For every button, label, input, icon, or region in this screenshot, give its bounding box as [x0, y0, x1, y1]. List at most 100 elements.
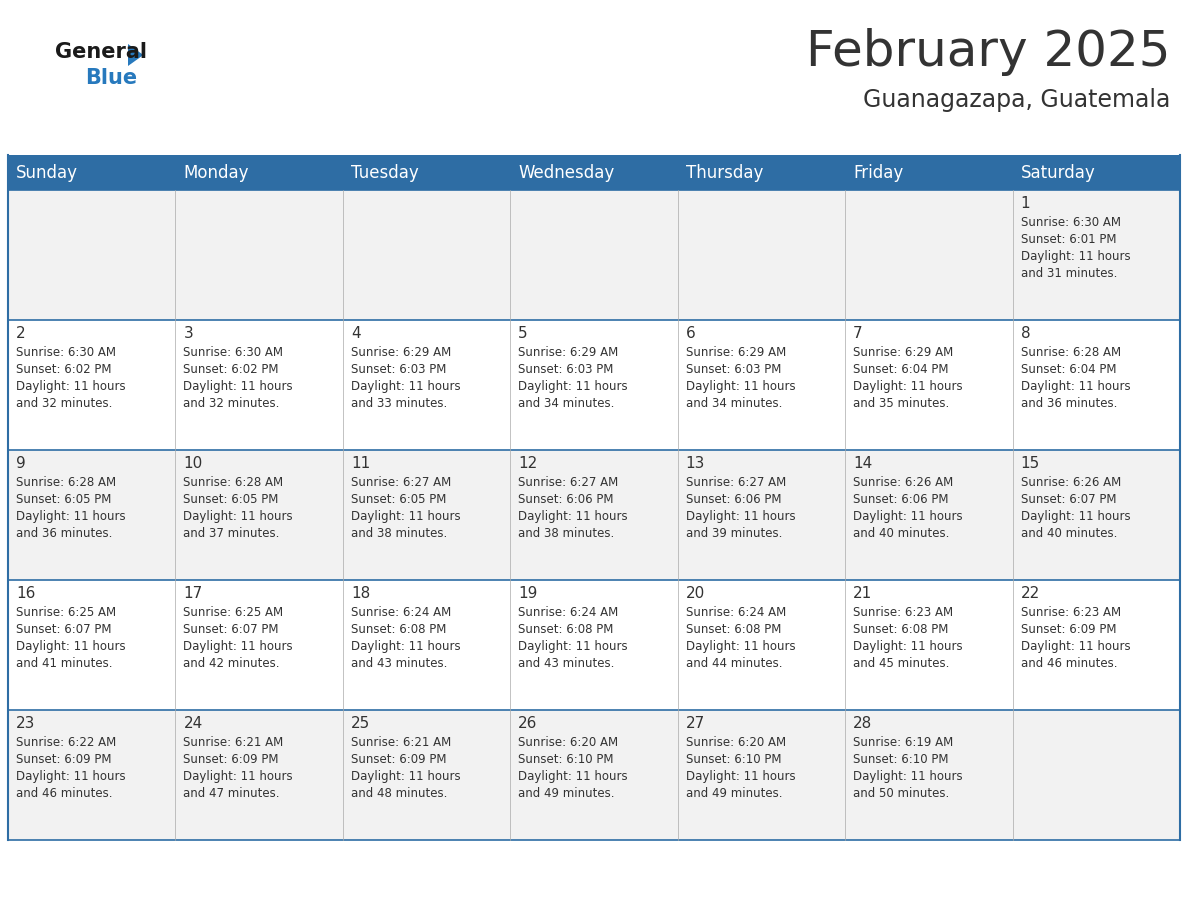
Text: 28: 28 — [853, 716, 872, 731]
Text: Sunrise: 6:27 AM: Sunrise: 6:27 AM — [350, 476, 451, 489]
Text: Daylight: 11 hours: Daylight: 11 hours — [350, 770, 461, 783]
Text: 2: 2 — [15, 326, 26, 341]
Text: and 31 minutes.: and 31 minutes. — [1020, 267, 1117, 280]
Text: 17: 17 — [183, 586, 203, 601]
Text: and 43 minutes.: and 43 minutes. — [350, 657, 447, 670]
Text: 24: 24 — [183, 716, 203, 731]
Text: Sunset: 6:10 PM: Sunset: 6:10 PM — [853, 753, 949, 766]
Text: Daylight: 11 hours: Daylight: 11 hours — [1020, 250, 1130, 263]
Bar — [8, 710, 1180, 840]
Text: Daylight: 11 hours: Daylight: 11 hours — [685, 510, 795, 523]
Text: Daylight: 11 hours: Daylight: 11 hours — [518, 770, 628, 783]
Text: and 50 minutes.: and 50 minutes. — [853, 787, 949, 800]
Text: Sunset: 6:03 PM: Sunset: 6:03 PM — [685, 363, 781, 376]
Text: 16: 16 — [15, 586, 36, 601]
Text: 7: 7 — [853, 326, 862, 341]
Text: Daylight: 11 hours: Daylight: 11 hours — [685, 640, 795, 653]
Text: Sunset: 6:06 PM: Sunset: 6:06 PM — [685, 493, 782, 506]
Text: and 32 minutes.: and 32 minutes. — [183, 397, 280, 410]
Text: and 36 minutes.: and 36 minutes. — [1020, 397, 1117, 410]
Text: and 36 minutes.: and 36 minutes. — [15, 527, 113, 540]
Text: Daylight: 11 hours: Daylight: 11 hours — [1020, 510, 1130, 523]
Text: 19: 19 — [518, 586, 538, 601]
Text: Daylight: 11 hours: Daylight: 11 hours — [183, 640, 293, 653]
Text: Sunset: 6:07 PM: Sunset: 6:07 PM — [15, 623, 112, 636]
Text: Daylight: 11 hours: Daylight: 11 hours — [183, 770, 293, 783]
Text: and 38 minutes.: and 38 minutes. — [350, 527, 447, 540]
Text: Sunset: 6:02 PM: Sunset: 6:02 PM — [15, 363, 112, 376]
Text: Blue: Blue — [86, 68, 137, 88]
Text: Saturday: Saturday — [1020, 163, 1095, 182]
Text: Thursday: Thursday — [685, 163, 763, 182]
Text: Sunday: Sunday — [15, 163, 78, 182]
Text: Daylight: 11 hours: Daylight: 11 hours — [15, 510, 126, 523]
Text: Sunset: 6:07 PM: Sunset: 6:07 PM — [1020, 493, 1116, 506]
Text: Daylight: 11 hours: Daylight: 11 hours — [15, 770, 126, 783]
Text: and 40 minutes.: and 40 minutes. — [1020, 527, 1117, 540]
Text: 21: 21 — [853, 586, 872, 601]
Text: Sunrise: 6:26 AM: Sunrise: 6:26 AM — [1020, 476, 1120, 489]
Bar — [8, 580, 1180, 710]
Text: Daylight: 11 hours: Daylight: 11 hours — [183, 380, 293, 393]
Text: Sunset: 6:09 PM: Sunset: 6:09 PM — [183, 753, 279, 766]
Text: and 44 minutes.: and 44 minutes. — [685, 657, 782, 670]
Text: and 40 minutes.: and 40 minutes. — [853, 527, 949, 540]
Text: 27: 27 — [685, 716, 704, 731]
Text: 13: 13 — [685, 456, 706, 471]
Text: Sunset: 6:01 PM: Sunset: 6:01 PM — [1020, 233, 1116, 246]
Text: Guanagazapa, Guatemala: Guanagazapa, Guatemala — [862, 88, 1170, 112]
Text: 25: 25 — [350, 716, 371, 731]
Text: Daylight: 11 hours: Daylight: 11 hours — [350, 380, 461, 393]
Polygon shape — [128, 44, 144, 66]
Text: Sunrise: 6:22 AM: Sunrise: 6:22 AM — [15, 736, 116, 749]
Text: 5: 5 — [518, 326, 527, 341]
Text: Sunset: 6:07 PM: Sunset: 6:07 PM — [183, 623, 279, 636]
Text: 20: 20 — [685, 586, 704, 601]
Text: Sunset: 6:03 PM: Sunset: 6:03 PM — [518, 363, 614, 376]
Text: Daylight: 11 hours: Daylight: 11 hours — [853, 640, 962, 653]
Text: Sunrise: 6:24 AM: Sunrise: 6:24 AM — [350, 606, 451, 619]
Text: Sunset: 6:08 PM: Sunset: 6:08 PM — [350, 623, 447, 636]
Text: Daylight: 11 hours: Daylight: 11 hours — [1020, 640, 1130, 653]
Text: Sunrise: 6:30 AM: Sunrise: 6:30 AM — [1020, 216, 1120, 229]
Text: Sunset: 6:04 PM: Sunset: 6:04 PM — [1020, 363, 1116, 376]
Text: and 46 minutes.: and 46 minutes. — [15, 787, 113, 800]
Text: February 2025: February 2025 — [805, 28, 1170, 76]
Text: Daylight: 11 hours: Daylight: 11 hours — [853, 510, 962, 523]
Text: Wednesday: Wednesday — [518, 163, 614, 182]
Text: Sunrise: 6:28 AM: Sunrise: 6:28 AM — [183, 476, 284, 489]
Text: Daylight: 11 hours: Daylight: 11 hours — [685, 770, 795, 783]
Text: 26: 26 — [518, 716, 538, 731]
Text: Sunset: 6:08 PM: Sunset: 6:08 PM — [853, 623, 948, 636]
Text: Sunset: 6:05 PM: Sunset: 6:05 PM — [183, 493, 279, 506]
Text: Sunrise: 6:24 AM: Sunrise: 6:24 AM — [685, 606, 786, 619]
Text: 15: 15 — [1020, 456, 1040, 471]
Text: Sunrise: 6:26 AM: Sunrise: 6:26 AM — [853, 476, 954, 489]
Text: and 35 minutes.: and 35 minutes. — [853, 397, 949, 410]
Text: 10: 10 — [183, 456, 203, 471]
Text: Daylight: 11 hours: Daylight: 11 hours — [15, 380, 126, 393]
Text: Sunrise: 6:30 AM: Sunrise: 6:30 AM — [183, 346, 284, 359]
Text: Sunrise: 6:28 AM: Sunrise: 6:28 AM — [1020, 346, 1120, 359]
Text: 12: 12 — [518, 456, 537, 471]
Bar — [8, 450, 1180, 580]
Text: Sunrise: 6:23 AM: Sunrise: 6:23 AM — [853, 606, 953, 619]
Bar — [8, 155, 1180, 190]
Text: 22: 22 — [1020, 586, 1040, 601]
Text: Daylight: 11 hours: Daylight: 11 hours — [518, 510, 628, 523]
Text: Sunrise: 6:27 AM: Sunrise: 6:27 AM — [685, 476, 786, 489]
Text: Sunrise: 6:19 AM: Sunrise: 6:19 AM — [853, 736, 954, 749]
Text: Friday: Friday — [853, 163, 903, 182]
Text: Daylight: 11 hours: Daylight: 11 hours — [853, 770, 962, 783]
Text: Daylight: 11 hours: Daylight: 11 hours — [350, 510, 461, 523]
Text: Sunset: 6:04 PM: Sunset: 6:04 PM — [853, 363, 949, 376]
Text: 23: 23 — [15, 716, 36, 731]
Text: 8: 8 — [1020, 326, 1030, 341]
Text: 1: 1 — [1020, 196, 1030, 211]
Text: Sunset: 6:08 PM: Sunset: 6:08 PM — [685, 623, 781, 636]
Text: Sunrise: 6:23 AM: Sunrise: 6:23 AM — [1020, 606, 1120, 619]
Text: Daylight: 11 hours: Daylight: 11 hours — [350, 640, 461, 653]
Text: Sunset: 6:09 PM: Sunset: 6:09 PM — [1020, 623, 1116, 636]
Bar — [8, 190, 1180, 320]
Text: 11: 11 — [350, 456, 371, 471]
